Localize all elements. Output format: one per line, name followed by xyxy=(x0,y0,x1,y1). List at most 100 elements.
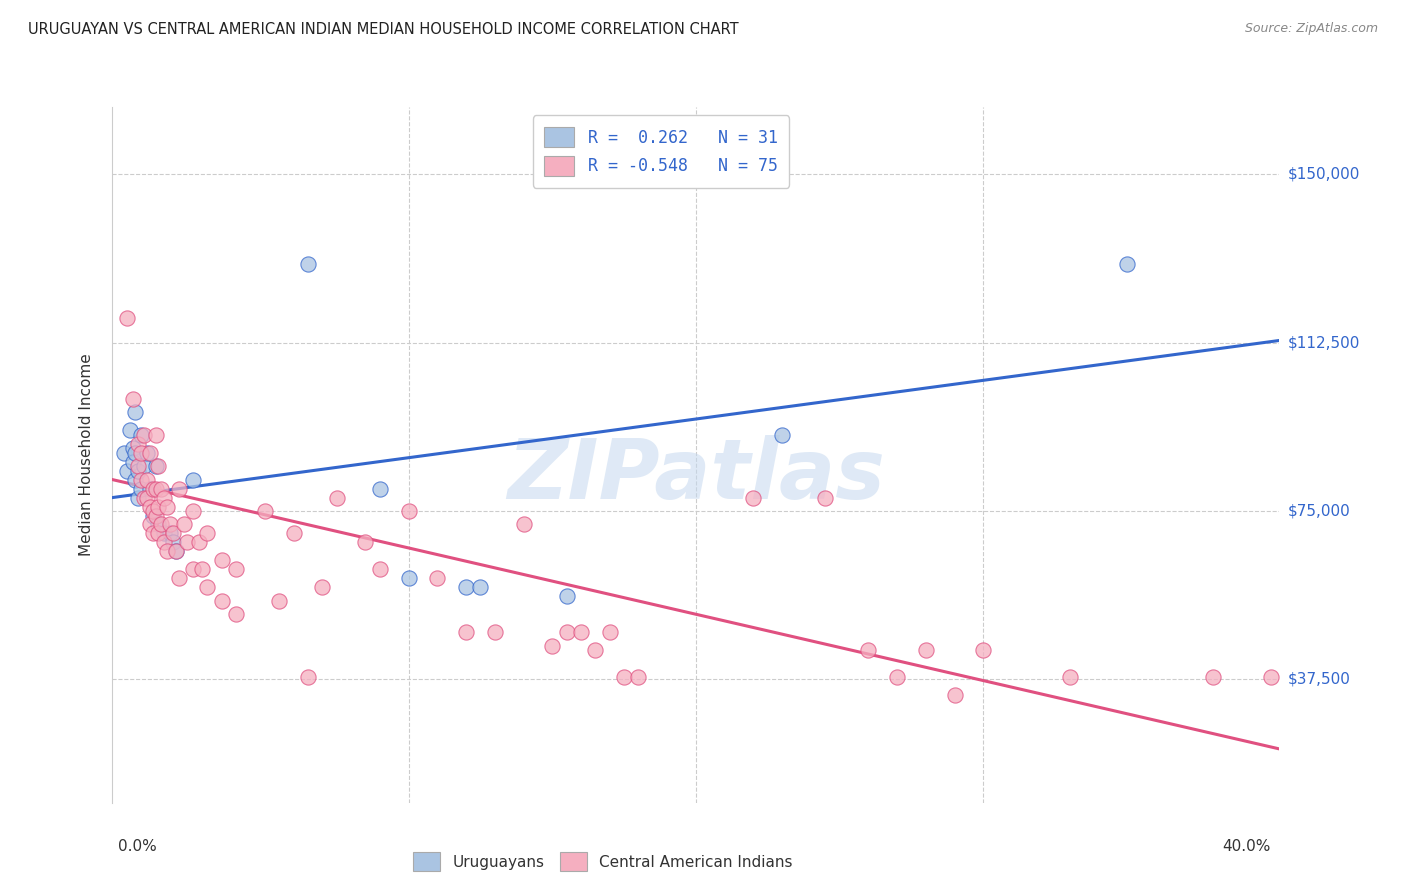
Point xyxy=(190,562,212,576)
Point xyxy=(156,500,179,514)
Point xyxy=(150,482,173,496)
Point xyxy=(124,445,146,459)
Point xyxy=(541,639,564,653)
Point xyxy=(1260,670,1282,684)
Point xyxy=(195,526,218,541)
Point xyxy=(136,473,159,487)
Point xyxy=(211,553,233,567)
Point xyxy=(129,482,152,496)
Point xyxy=(181,562,204,576)
Point xyxy=(112,445,135,459)
Point xyxy=(148,526,170,541)
Point xyxy=(165,544,187,558)
Point xyxy=(484,625,506,640)
Point xyxy=(253,504,276,518)
Point xyxy=(398,571,420,585)
Point xyxy=(148,459,170,474)
Point xyxy=(225,607,247,622)
Point xyxy=(269,594,291,608)
Point xyxy=(1059,670,1081,684)
Point xyxy=(132,491,155,505)
Point xyxy=(142,504,165,518)
Point xyxy=(858,643,880,657)
Point xyxy=(142,508,165,523)
Point xyxy=(121,392,143,406)
Point xyxy=(145,482,167,496)
Point xyxy=(162,535,184,549)
Point xyxy=(162,526,184,541)
Point xyxy=(132,459,155,474)
Point xyxy=(176,535,198,549)
Point xyxy=(115,464,138,478)
Point xyxy=(132,427,155,442)
Point xyxy=(159,517,181,532)
Point xyxy=(150,517,173,532)
Point xyxy=(156,544,179,558)
Point xyxy=(454,580,477,594)
Point xyxy=(181,504,204,518)
Text: ZIPatlas: ZIPatlas xyxy=(508,435,884,516)
Point xyxy=(145,508,167,523)
Legend: Uruguayans, Central American Indians: Uruguayans, Central American Indians xyxy=(405,845,800,879)
Point xyxy=(153,526,176,541)
Point xyxy=(195,580,218,594)
Point xyxy=(613,670,636,684)
Point xyxy=(139,517,162,532)
Point xyxy=(165,544,187,558)
Point xyxy=(770,427,793,442)
Point xyxy=(470,580,492,594)
Point xyxy=(454,625,477,640)
Point xyxy=(599,625,621,640)
Text: URUGUAYAN VS CENTRAL AMERICAN INDIAN MEDIAN HOUSEHOLD INCOME CORRELATION CHART: URUGUAYAN VS CENTRAL AMERICAN INDIAN MED… xyxy=(28,22,738,37)
Point xyxy=(139,500,162,514)
Point xyxy=(283,526,305,541)
Point xyxy=(368,562,391,576)
Text: $75,000: $75,000 xyxy=(1288,503,1351,518)
Point xyxy=(124,473,146,487)
Point xyxy=(426,571,449,585)
Point xyxy=(1202,670,1225,684)
Point xyxy=(512,517,534,532)
Point xyxy=(142,482,165,496)
Point xyxy=(173,517,195,532)
Point xyxy=(325,491,347,505)
Point xyxy=(167,482,190,496)
Point xyxy=(145,427,167,442)
Point xyxy=(124,405,146,419)
Point xyxy=(225,562,247,576)
Point xyxy=(211,594,233,608)
Point xyxy=(742,491,765,505)
Text: Source: ZipAtlas.com: Source: ZipAtlas.com xyxy=(1244,22,1378,36)
Point xyxy=(181,473,204,487)
Point xyxy=(555,625,578,640)
Point xyxy=(915,643,938,657)
Point xyxy=(129,427,152,442)
Point xyxy=(148,500,170,514)
Point xyxy=(153,535,176,549)
Point xyxy=(118,423,141,437)
Point xyxy=(297,257,319,271)
Point xyxy=(167,571,190,585)
Point xyxy=(145,459,167,474)
Point xyxy=(142,526,165,541)
Point xyxy=(972,643,994,657)
Point xyxy=(139,482,162,496)
Text: $150,000: $150,000 xyxy=(1288,167,1360,182)
Point xyxy=(354,535,377,549)
Point xyxy=(136,491,159,505)
Point xyxy=(311,580,333,594)
Point xyxy=(569,625,592,640)
Point xyxy=(627,670,650,684)
Point xyxy=(297,670,319,684)
Point xyxy=(148,517,170,532)
Point xyxy=(943,688,966,702)
Point xyxy=(814,491,837,505)
Text: $112,500: $112,500 xyxy=(1288,335,1360,351)
Point xyxy=(398,504,420,518)
Point xyxy=(136,445,159,459)
Text: $37,500: $37,500 xyxy=(1288,672,1351,687)
Point xyxy=(115,311,138,326)
Point xyxy=(127,436,149,450)
Point xyxy=(555,590,578,604)
Point xyxy=(368,482,391,496)
